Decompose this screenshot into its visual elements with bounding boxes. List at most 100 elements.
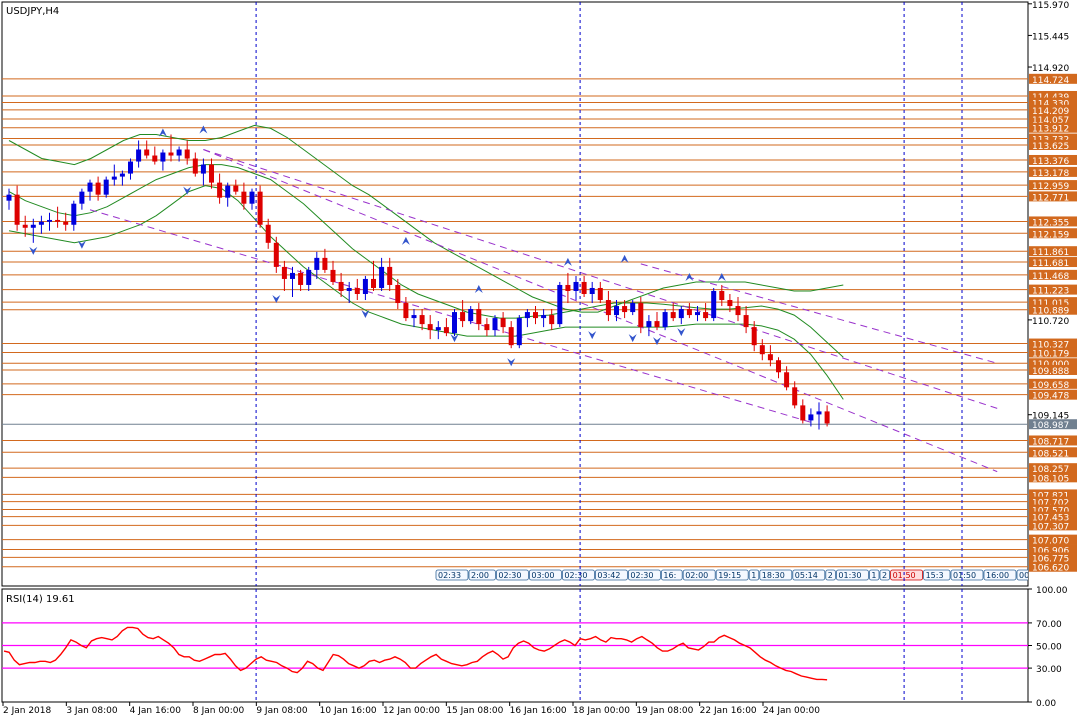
price-panel: 02:33 2:00 02:30 03:00 02:30 03:42 02:30 16: 02:…	[1, 1, 1077, 587]
candle	[670, 303, 676, 322]
level-price-label: 107.570	[1032, 507, 1069, 517]
candle	[265, 218, 271, 249]
level-price-label: 112.355	[1032, 218, 1069, 228]
session-label-box	[661, 569, 683, 581]
candle	[314, 251, 320, 279]
session-label-box	[748, 569, 760, 581]
candle	[800, 399, 806, 424]
candle	[776, 357, 781, 379]
candle-body	[79, 191, 85, 204]
trend-channel-line	[640, 263, 998, 364]
candle	[549, 309, 555, 331]
current-price-label-bg	[1029, 419, 1077, 430]
candle-body	[346, 287, 352, 291]
candle-body	[111, 176, 117, 180]
candle	[427, 315, 433, 340]
candle	[703, 303, 709, 322]
fractal-down-arrow	[588, 331, 597, 340]
candle	[233, 179, 239, 195]
candle-body	[800, 405, 806, 421]
level-price-label-bg	[1029, 389, 1077, 400]
candle-body	[6, 194, 12, 201]
session-label-box	[836, 569, 869, 581]
candle-body	[387, 266, 393, 285]
level-price-label: 108.257	[1032, 465, 1069, 475]
candle	[630, 300, 636, 316]
session-label-text: 2	[882, 571, 887, 580]
session-label-box	[950, 569, 984, 581]
candle	[128, 158, 133, 180]
candle	[63, 212, 69, 231]
candle-body	[524, 312, 530, 319]
bollinger-lower	[8, 185, 844, 400]
candle-body	[533, 312, 538, 319]
level-price-label: 111.861	[1032, 248, 1069, 258]
candle	[47, 212, 52, 231]
candle-body	[103, 179, 109, 195]
candle-body	[508, 327, 514, 346]
candle	[524, 309, 530, 328]
session-label-text: 1	[751, 571, 756, 580]
level-price-label-bg	[1029, 544, 1077, 555]
level-price-label-bg	[1029, 534, 1077, 545]
session-label-text: 19:15	[718, 571, 741, 580]
candle-body	[808, 414, 814, 421]
candle-body	[743, 315, 749, 328]
level-price-label-bg	[1029, 504, 1077, 515]
candle	[338, 272, 344, 298]
rsi-tick-label: 0.00	[1036, 699, 1056, 709]
candle	[686, 303, 692, 319]
session-label-box	[495, 569, 529, 581]
candle-body	[581, 281, 587, 294]
candle	[30, 218, 36, 243]
candle-body	[703, 312, 709, 319]
time-tick-label: 22 Jan 16:00	[700, 706, 757, 716]
candle-body	[379, 266, 385, 288]
fractal-down-arrow	[272, 294, 281, 303]
level-price-label: 106.906	[1032, 547, 1069, 557]
candle	[792, 381, 798, 409]
level-price-label-bg	[1029, 228, 1077, 239]
candle	[622, 300, 628, 319]
time-tick-label: 19 Jan 08:00	[636, 706, 693, 716]
candle-body	[735, 306, 741, 316]
level-price-label-bg	[1029, 447, 1077, 458]
candle-body	[784, 372, 790, 388]
level-price-label: 110.889	[1032, 307, 1069, 317]
candle-body	[144, 149, 150, 156]
candle	[484, 318, 490, 337]
candle-body	[314, 257, 320, 270]
candle	[322, 248, 328, 273]
candle-body	[468, 309, 474, 322]
session-label-text: 01:50	[953, 571, 976, 580]
fractal-down-arrow	[653, 337, 661, 346]
time-tick-label: 12 Jan 00:00	[383, 706, 440, 716]
session-label-box	[595, 569, 628, 581]
time-tick-label: 9 Jan 08:00	[256, 706, 308, 716]
candle	[176, 146, 182, 162]
level-price-label: 113.178	[1032, 169, 1069, 179]
candle-body	[322, 257, 328, 270]
level-price-label: 108.717	[1032, 437, 1069, 447]
level-price-label-bg	[1029, 561, 1077, 572]
fractal-down-arrow	[450, 334, 459, 343]
fractal-down-arrow	[628, 334, 637, 343]
fractal-down-arrow	[677, 328, 686, 337]
candle-body	[500, 318, 506, 328]
level-price-label: 111.015	[1032, 299, 1069, 309]
time-tick-label: 8 Jan 00:00	[193, 706, 245, 716]
candle	[330, 260, 336, 285]
time-tick-label: 4 Jan 16:00	[130, 706, 182, 716]
candle	[209, 158, 214, 189]
level-price-label: 106.620	[1032, 564, 1069, 574]
session-label-box	[562, 569, 595, 581]
level-price-label-bg	[1029, 113, 1077, 124]
session-label-text: 02:33	[438, 571, 461, 580]
level-price-label-bg	[1029, 511, 1077, 522]
level-price-label-bg	[1029, 378, 1077, 389]
candle	[217, 173, 223, 204]
candle	[443, 318, 449, 337]
level-price-label-bg	[1029, 472, 1077, 483]
